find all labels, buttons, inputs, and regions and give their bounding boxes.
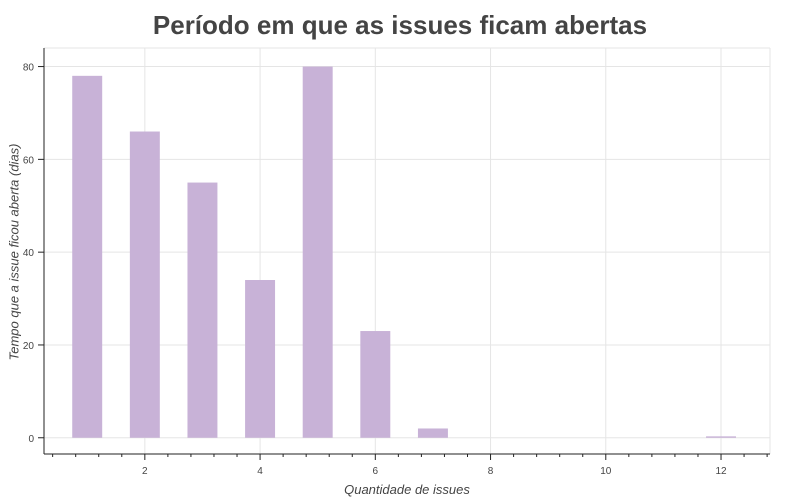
y-tick-label: 80 <box>23 63 35 74</box>
bar <box>417 428 448 438</box>
x-tick-label: 10 <box>600 466 612 477</box>
bar <box>72 75 103 438</box>
bar <box>245 280 276 438</box>
chart-title: Período em que as issues ficam abertas <box>152 10 648 40</box>
y-tick-label: 60 <box>23 155 35 166</box>
y-tick-label: 40 <box>23 248 35 259</box>
bar <box>360 331 391 438</box>
bar <box>187 182 218 438</box>
bar <box>302 66 333 438</box>
x-tick-label: 8 <box>488 466 494 477</box>
y-tick-label: 0 <box>28 434 34 445</box>
bar <box>129 131 160 438</box>
x-tick-label: 2 <box>142 466 148 477</box>
x-tick-label: 6 <box>373 466 379 477</box>
y-tick-label: 20 <box>23 341 35 352</box>
bar <box>706 436 737 438</box>
y-axis-label: Tempo que a issue ficou aberta (dias) <box>6 143 22 361</box>
x-tick-label: 4 <box>257 466 263 477</box>
x-axis-label: Quantidade de issues <box>344 482 470 497</box>
x-tick-label: 12 <box>715 466 727 477</box>
